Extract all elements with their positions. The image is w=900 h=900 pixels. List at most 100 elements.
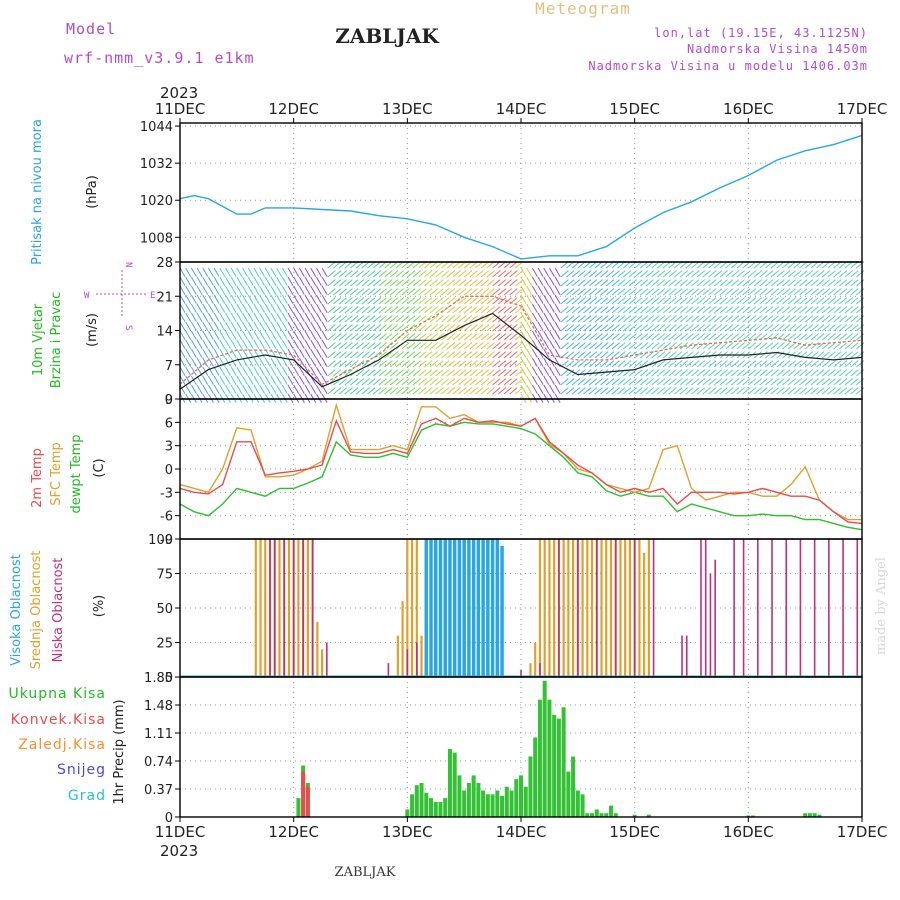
wind-arrow: [378, 306, 387, 314]
wind-arrow: [276, 366, 283, 376]
cloud-bar: [278, 539, 281, 677]
wind-arrow: [560, 369, 569, 377]
wind-arrow: [753, 270, 762, 278]
wind-arrow: [662, 297, 672, 305]
wind-arrow: [588, 387, 598, 395]
wind-arrow: [480, 297, 490, 305]
wind-arrow: [264, 375, 271, 385]
wind-arrow: [497, 270, 507, 278]
wind-arrow: [622, 324, 632, 332]
wind-arrow: [759, 360, 768, 368]
compass-west: W: [84, 291, 90, 301]
cloud-bar: [416, 642, 418, 677]
wind-arrow: [270, 294, 277, 304]
wind-arrow: [304, 384, 311, 394]
wind-arrow: [207, 285, 214, 295]
wind-arrow: [475, 369, 484, 377]
wind-arrow: [253, 285, 260, 295]
y-tick-label: 100: [148, 533, 173, 548]
wind-arrow: [259, 375, 265, 385]
wind-arrow: [725, 297, 734, 305]
wind-arrow: [696, 297, 706, 305]
wind-arrow: [628, 369, 637, 377]
wind-arrow: [225, 303, 231, 313]
wind-arrow: [719, 297, 728, 305]
wind-arrow: [850, 324, 859, 332]
wind-arrow: [441, 369, 450, 377]
wind-arrow: [713, 387, 723, 395]
wind-arrow: [514, 342, 524, 350]
wind-arrow: [452, 369, 461, 377]
wind-arrow: [293, 348, 300, 358]
wind-arrow: [338, 315, 348, 323]
wind-arrow: [247, 294, 254, 304]
wind-arrow: [753, 387, 762, 395]
wind-arrow: [492, 306, 501, 314]
wind-arrow: [838, 378, 848, 386]
cloud-bar: [420, 635, 423, 677]
wind-arrow: [566, 369, 575, 377]
wind-arrow: [469, 369, 478, 377]
wind-arrow: [810, 360, 819, 368]
wind-arrow: [190, 294, 197, 304]
wind-arrow: [622, 351, 632, 359]
wind-arrow: [407, 333, 416, 341]
wind-arrow: [799, 279, 808, 287]
wind-arrow: [827, 351, 836, 359]
wind-arrow: [713, 288, 723, 296]
cloud-bar: [438, 539, 443, 677]
wind-arrow: [662, 324, 672, 332]
wind-arrow: [424, 342, 433, 350]
wind-arrow: [827, 270, 836, 278]
wind-arrow: [333, 360, 342, 368]
wind-arrow: [543, 384, 550, 394]
wind-arrow: [310, 312, 317, 322]
wind-arrow: [662, 288, 672, 296]
wind-arrow: [776, 279, 785, 287]
wind-arrow: [782, 270, 791, 278]
precip-bar: [556, 718, 561, 817]
meteogram-label: Meteogram: [535, 0, 631, 18]
wind-arrow: [520, 312, 527, 322]
wind-arrow: [708, 369, 717, 377]
wind-arrow: [520, 285, 527, 295]
wind-arrow: [321, 303, 328, 313]
wind-arrow: [281, 312, 288, 322]
t2m-line: [179, 417, 863, 525]
wind-arrow: [855, 378, 865, 386]
wind-arrow: [804, 324, 814, 332]
wind-arrow: [605, 333, 615, 341]
wind-arrow: [372, 351, 382, 359]
wind-gust-line: [179, 295, 863, 386]
wind-arrow: [628, 333, 637, 341]
wind-arrow: [526, 303, 533, 313]
precip-label-hail: Grad: [68, 788, 106, 804]
wind-arrow: [253, 267, 260, 277]
wind-arrow: [264, 294, 271, 304]
wind-arrow: [378, 360, 387, 368]
wind-arrow: [179, 330, 186, 340]
wind-arrow: [287, 294, 294, 304]
wind-arrow: [446, 288, 456, 296]
wind-arrow: [429, 315, 439, 323]
wind-arrow: [782, 378, 791, 386]
wind-arrow: [583, 270, 592, 278]
cloud-bar: [590, 539, 594, 677]
wind-arrow: [213, 294, 220, 304]
cloud-bar: [490, 539, 495, 677]
model-label: Model: [66, 20, 116, 38]
wind-arrow: [412, 342, 421, 350]
wind-arrow: [338, 270, 348, 278]
wind-arrow: [503, 369, 512, 377]
wind-arrow: [662, 342, 672, 350]
wind-arrow: [486, 306, 495, 314]
wind-arrow: [787, 378, 797, 386]
wind-arrow: [446, 270, 456, 278]
cloud-bar: [709, 573, 712, 677]
wind-arrow: [742, 306, 751, 314]
wind-arrow: [770, 387, 780, 395]
cloud-bar: [316, 621, 319, 677]
cloud-bar: [273, 539, 276, 677]
wind-arrow: [304, 285, 311, 295]
wind-arrow: [543, 285, 550, 295]
